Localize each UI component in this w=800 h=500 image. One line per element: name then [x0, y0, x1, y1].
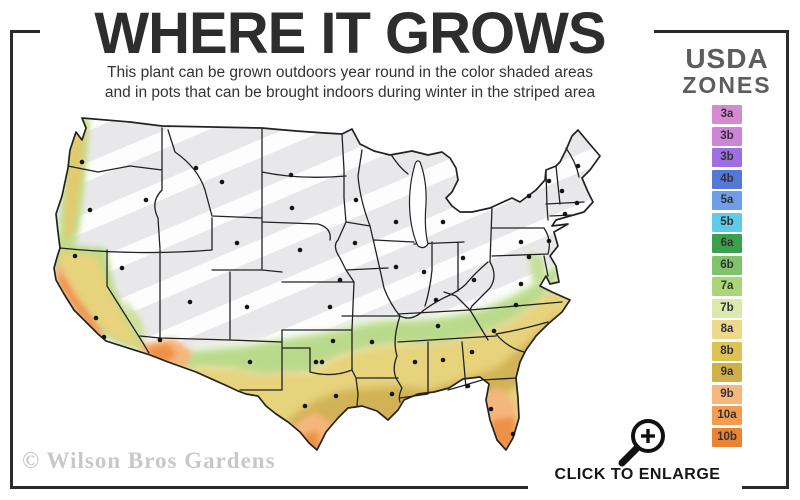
city-dot — [247, 359, 253, 365]
zone-chip-3b-2: 3b — [712, 148, 742, 168]
city-dot — [575, 163, 581, 169]
usda-zones-legend: USDA ZONES 3a 3b 3b 4b 5a 5b 6a 6b 7a 7b 8a 8b 9a 9b 1… — [662, 45, 792, 449]
zone-chip-6a-6: 6a — [712, 234, 742, 254]
legend-zone-chips: 3a 3b 3b 4b 5a 5b 6a 6b 7a 7b 8a 8b 9a 9b 10a 10b — [662, 105, 792, 447]
city-dot — [119, 265, 125, 271]
city-dot — [87, 207, 93, 213]
zone-chip-9b-13: 9b — [712, 384, 742, 404]
zone-chip-5b-5: 5b — [712, 212, 742, 232]
city-dot — [421, 269, 427, 275]
state-dots — [72, 159, 581, 437]
city-dot — [93, 315, 99, 321]
city-dot — [518, 281, 524, 287]
city-dot — [319, 359, 325, 365]
zone-chip-5a-4: 5a — [712, 191, 742, 211]
city-dot — [157, 337, 163, 343]
city-dot — [526, 193, 532, 199]
city-dot — [313, 359, 319, 365]
city-dot — [510, 431, 516, 437]
city-dot — [546, 238, 552, 244]
zone-chip-8b-11: 8b — [712, 341, 742, 361]
city-dot — [333, 393, 339, 399]
frame-left — [10, 30, 13, 489]
city-dot — [234, 240, 240, 246]
city-dot — [546, 178, 552, 184]
city-dot — [562, 211, 568, 217]
city-dot — [289, 205, 295, 211]
zone-chip-3b-1: 3b — [712, 126, 742, 146]
city-dot — [469, 349, 475, 355]
city-dot — [526, 254, 532, 260]
subtitle: This plant can be grown outdoors year ro… — [40, 63, 660, 102]
city-dot — [574, 200, 580, 206]
state-borders — [59, 127, 585, 407]
city-dot — [353, 197, 359, 203]
city-dot — [393, 264, 399, 270]
frame-bottom-left — [10, 486, 528, 489]
city-dot — [471, 277, 477, 283]
legend-title-usda: USDA — [685, 43, 769, 74]
city-dot — [297, 247, 303, 253]
zone-chip-7b-9: 7b — [712, 298, 742, 318]
city-dot — [101, 334, 107, 340]
city-dot — [433, 297, 439, 303]
city-dot — [369, 339, 375, 345]
city-dot — [460, 255, 466, 261]
city-dot — [288, 172, 294, 178]
subtitle-line1: This plant can be grown outdoors year ro… — [107, 64, 593, 81]
city-dot — [219, 179, 225, 185]
city-dot — [337, 277, 343, 283]
frame-top-right — [654, 30, 789, 33]
legend-title-zones: ZONES — [682, 72, 772, 98]
city-dot — [559, 188, 565, 194]
city-dot — [330, 338, 336, 344]
click-to-enlarge-button[interactable]: CLICK TO ENLARGE — [554, 466, 721, 483]
city-dot — [440, 357, 446, 363]
zone-chip-10a-14: 10a — [712, 406, 742, 426]
city-dot — [440, 219, 446, 225]
frame-right — [786, 30, 789, 489]
city-dot — [143, 197, 149, 203]
city-dot — [513, 302, 519, 308]
city-dot — [435, 323, 441, 329]
lake-michigan — [408, 160, 429, 249]
zone-chip-6b-7: 6b — [712, 255, 742, 275]
city-dot — [389, 391, 395, 397]
zone-chip-9a-12: 9a — [712, 363, 742, 383]
city-dot — [352, 240, 358, 246]
frame-top-left-stub — [10, 30, 40, 33]
zone-chip-10b-15: 10b — [712, 427, 742, 447]
city-dot — [244, 304, 250, 310]
city-dot — [327, 304, 333, 310]
city-dot — [72, 253, 78, 259]
city-dot — [393, 219, 399, 225]
city-dot — [187, 299, 193, 305]
city-dot — [302, 403, 308, 409]
zone-chip-7a-8: 7a — [712, 277, 742, 297]
city-dot — [488, 406, 494, 412]
zone-chip-4b-3: 4b — [712, 169, 742, 189]
city-dot — [465, 383, 471, 389]
zone-chip-8a-10: 8a — [712, 320, 742, 340]
subtitle-line2: and in pots that can be brought indoors … — [104, 83, 596, 101]
city-dot — [412, 359, 418, 365]
city-dot — [193, 165, 199, 171]
zone-chip-3a-0: 3a — [712, 105, 742, 125]
us-outline — [53, 117, 601, 451]
magnifier-plus-icon[interactable] — [612, 412, 680, 474]
watermark: © Wilson Bros Gardens — [22, 448, 276, 473]
frame-bottom-right — [742, 486, 789, 489]
page-title: WHERE IT GROWS — [94, 1, 606, 66]
city-dot — [79, 159, 85, 165]
city-dot — [518, 239, 524, 245]
city-dot — [491, 328, 497, 334]
